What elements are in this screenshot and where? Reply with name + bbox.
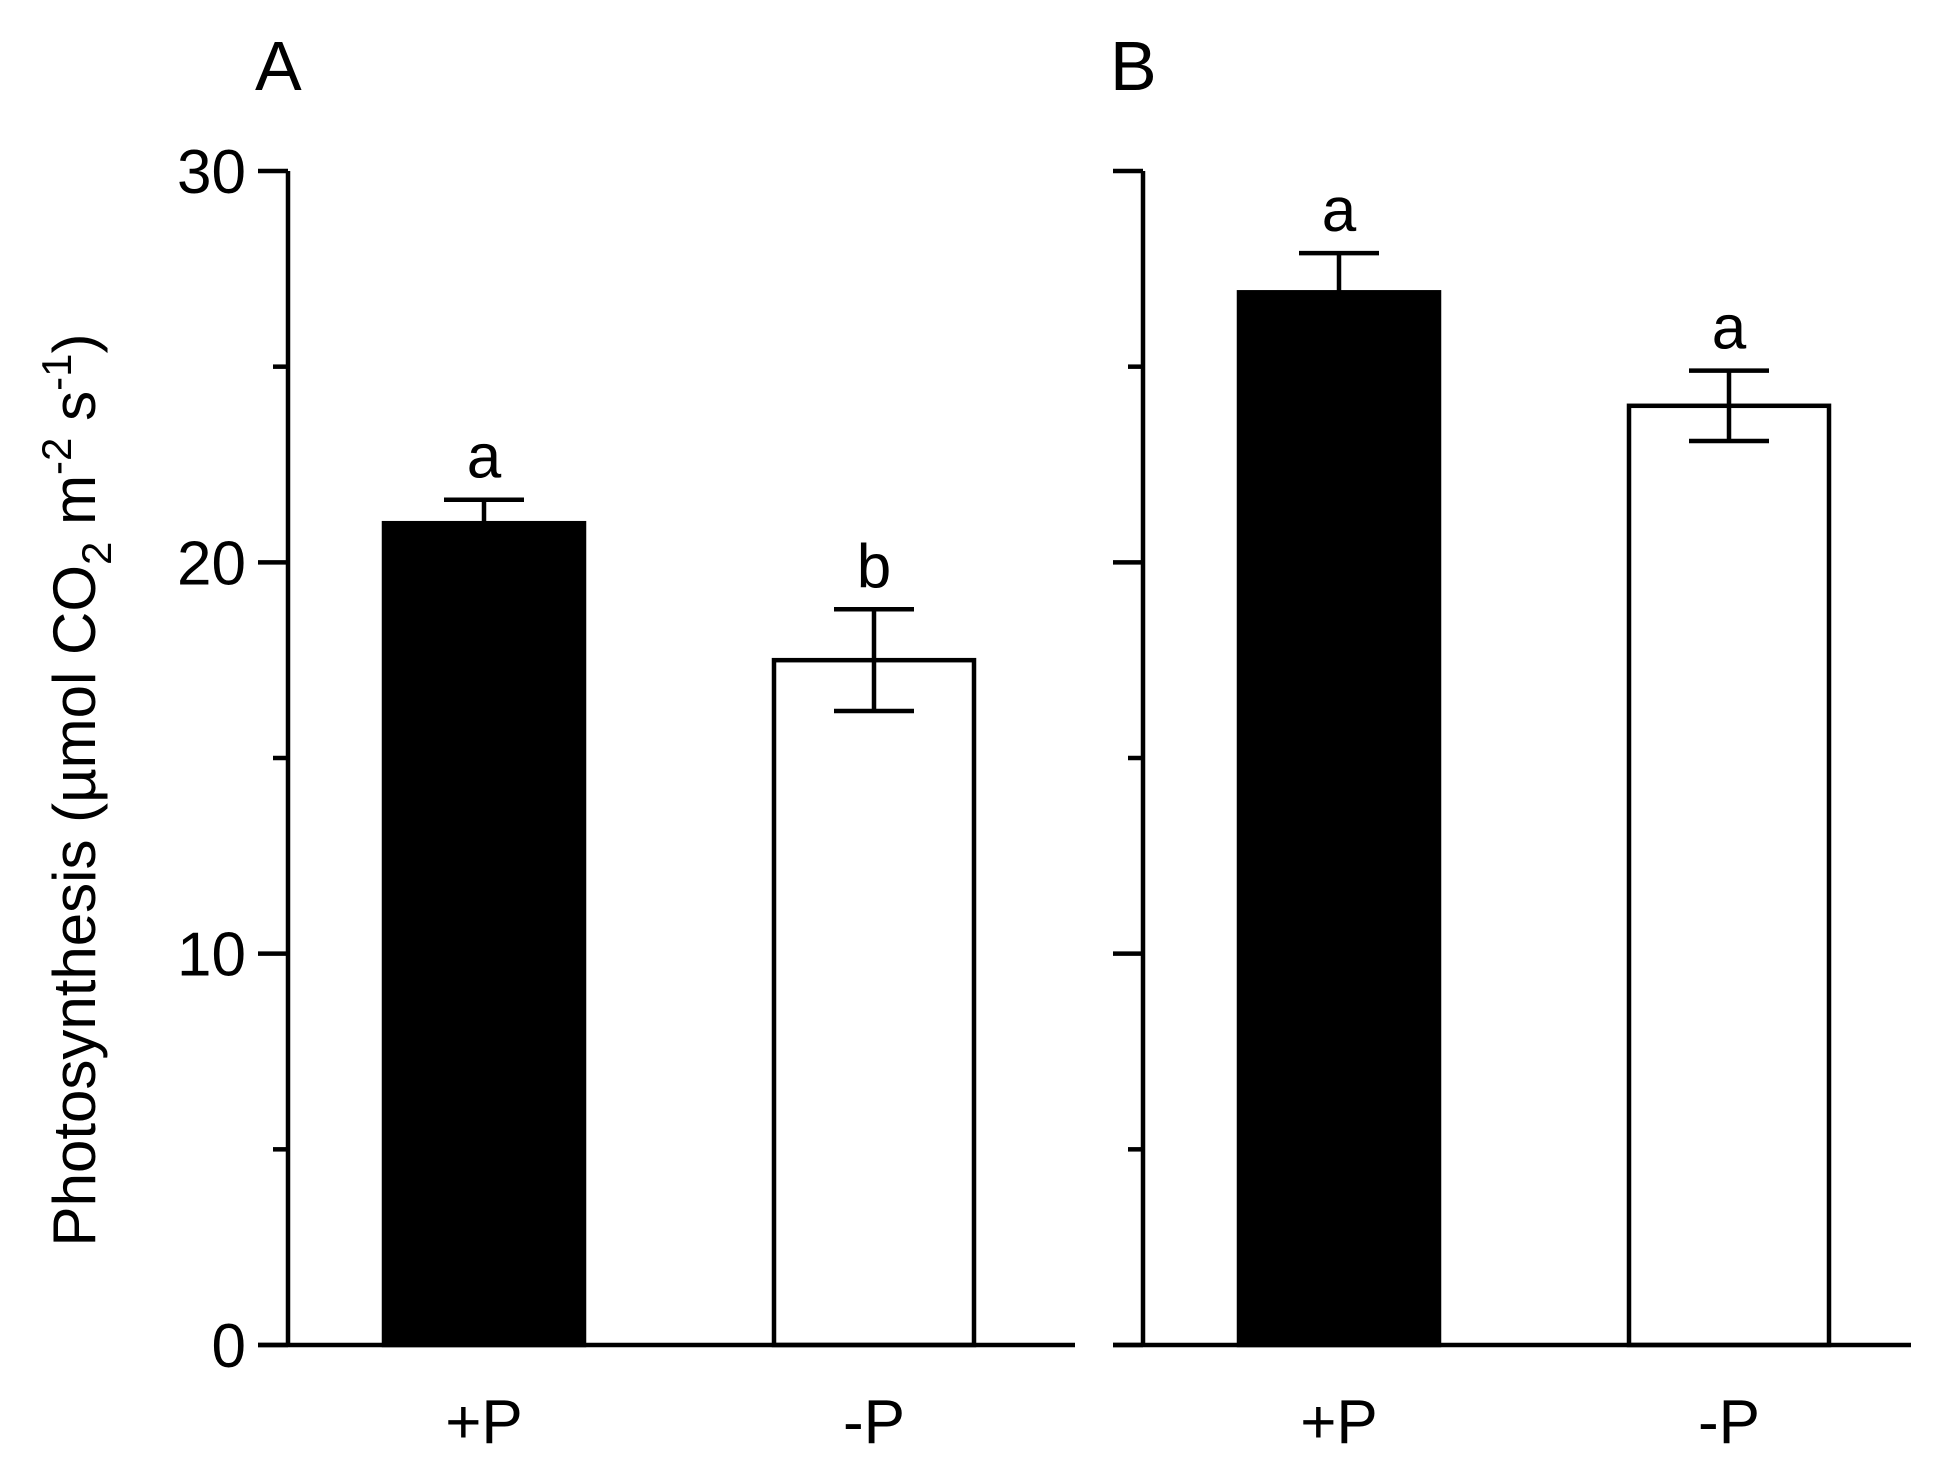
y-axis-label-mid1: m bbox=[41, 475, 108, 542]
bar-minus-p bbox=[771, 657, 977, 1348]
y-axis-label-subscript: 2 bbox=[73, 542, 120, 565]
category-label: -P bbox=[843, 1388, 905, 1457]
error-bar bbox=[1299, 250, 1379, 334]
y-axis-label: Photosynthesis (µmol CO2 m-2 s-1) bbox=[33, 334, 120, 1247]
significance-label: a bbox=[1322, 176, 1357, 245]
y-tick-label: 30 bbox=[177, 138, 246, 207]
error-bar bbox=[444, 497, 524, 549]
y-axis-label-prefix: Photosynthesis (µmol CO bbox=[41, 565, 108, 1246]
error-bar bbox=[1689, 368, 1769, 444]
significance-label: a bbox=[467, 423, 502, 492]
panel-a: Aa +P b -P 0 10 20 30 bbox=[177, 27, 1075, 1457]
y-axis-label-mid2: s bbox=[41, 391, 108, 438]
bar-minus-p bbox=[1626, 403, 1832, 1348]
panel-label: A bbox=[255, 27, 302, 105]
category-label: -P bbox=[1698, 1388, 1760, 1457]
y-axis-label-superscript-1: -2 bbox=[33, 438, 80, 475]
y-axis-label-suffix: ) bbox=[41, 334, 108, 354]
significance-label: a bbox=[1712, 294, 1747, 363]
error-bar bbox=[834, 607, 914, 714]
bar-plus-p bbox=[381, 520, 587, 1348]
y-tick-label: 0 bbox=[212, 1312, 246, 1381]
y-tick-label: 20 bbox=[177, 529, 246, 598]
category-label: +P bbox=[445, 1388, 523, 1457]
category-label: +P bbox=[1300, 1388, 1378, 1457]
y-axis-label-superscript-2: -1 bbox=[33, 354, 80, 391]
bar-plus-p bbox=[1236, 290, 1442, 1348]
panel-b: Ba +P a -P bbox=[1110, 27, 1911, 1457]
panel-label: B bbox=[1110, 27, 1157, 105]
significance-label: b bbox=[857, 532, 891, 601]
y-tick-label: 10 bbox=[177, 921, 246, 990]
